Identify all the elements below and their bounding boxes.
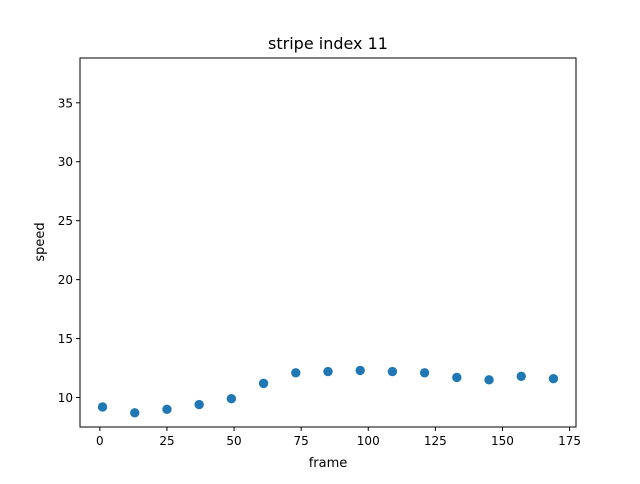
data-point: [419, 368, 430, 378]
data-point: [516, 371, 526, 382]
y-tick-label: 15: [58, 332, 73, 346]
x-axis-label: frame: [309, 456, 348, 471]
chart-title: stripe index 11: [268, 34, 388, 53]
axis-ticks: 0 25 50 75 100 125 150 175 10 15 20 25 30 35: [58, 96, 581, 448]
data-point: [97, 402, 108, 412]
data-point: [484, 375, 494, 385]
data-point: [452, 372, 462, 383]
x-tick-label: 175: [558, 434, 581, 448]
data-point: [548, 373, 559, 384]
data-point: [323, 366, 333, 377]
y-tick-label: 25: [58, 214, 73, 228]
x-tick-label: 0: [96, 434, 104, 448]
y-tick-label: 35: [58, 96, 73, 110]
x-tick-label: 100: [357, 434, 380, 448]
data-point: [258, 378, 269, 389]
plot-area-frame: [79, 57, 577, 428]
data-point: [130, 408, 140, 418]
y-axis-label: speed: [33, 222, 48, 261]
data-point: [162, 404, 172, 415]
y-tick-label: 20: [58, 273, 73, 287]
y-tick-label: 30: [58, 155, 73, 169]
data-point: [194, 399, 204, 410]
data-point: [291, 368, 301, 378]
y-tick-label: 10: [58, 391, 73, 405]
x-tick-label: 50: [226, 434, 241, 448]
data-point: [226, 394, 237, 404]
x-tick-label: 125: [424, 434, 447, 448]
data-points: [97, 365, 559, 418]
data-point: [355, 365, 365, 376]
x-tick-label: 150: [491, 434, 514, 448]
data-point: [387, 366, 398, 377]
x-tick-label: 25: [159, 434, 174, 448]
x-tick-label: 75: [294, 434, 309, 448]
